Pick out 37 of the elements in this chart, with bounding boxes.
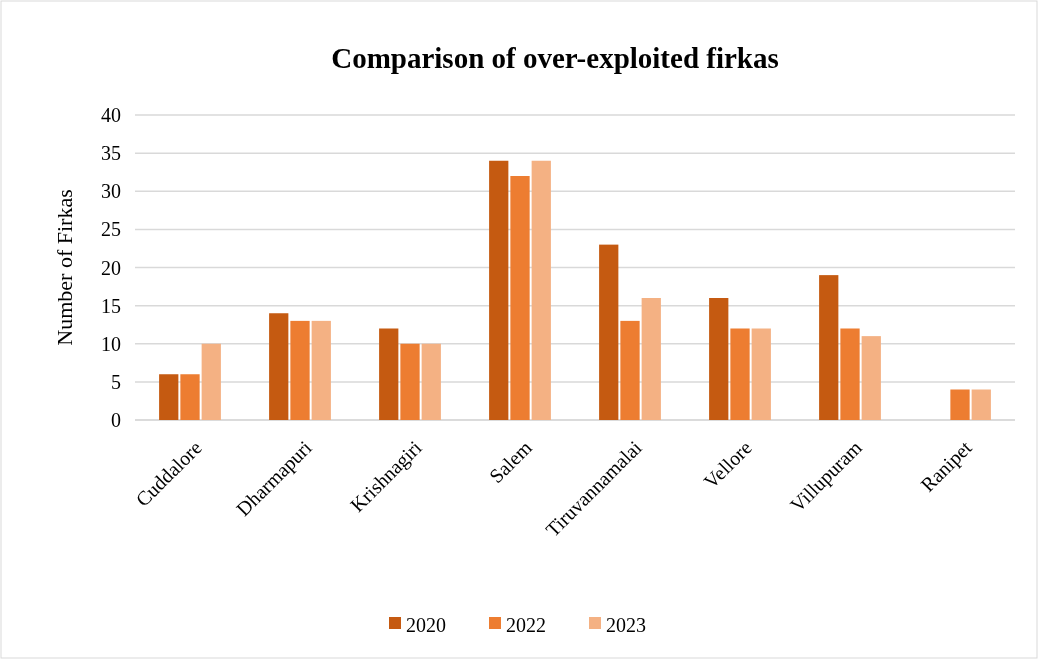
y-tick-label: 10 [101, 332, 121, 355]
bar [159, 374, 179, 420]
bar [489, 160, 509, 420]
bar [269, 313, 289, 420]
y-tick-label: 20 [101, 256, 121, 279]
bar [861, 336, 881, 420]
bar [421, 343, 441, 420]
bar [751, 328, 771, 420]
bar [641, 298, 661, 420]
y-tick-label: 35 [101, 142, 121, 165]
y-tick-label: 30 [101, 180, 121, 203]
y-axis-title: Number of Firkas [52, 189, 77, 346]
bar [201, 343, 221, 420]
y-tick-label: 40 [101, 104, 121, 126]
y-tick-label: 15 [101, 294, 121, 317]
bar [531, 160, 551, 420]
bar [950, 389, 970, 420]
bar [709, 298, 729, 420]
bar [510, 176, 530, 420]
y-tick-label: 5 [111, 370, 121, 393]
bar [379, 328, 399, 420]
bar [971, 389, 991, 420]
legend-label: 2022 [506, 614, 546, 636]
legend-label: 2023 [606, 614, 646, 636]
bar [400, 343, 420, 420]
y-tick-label: 25 [101, 218, 121, 241]
bar [730, 328, 750, 420]
bar [290, 320, 310, 420]
bar [840, 328, 860, 420]
y-tick-label: 0 [111, 409, 121, 431]
bar [180, 374, 200, 420]
chart-title: Comparison of over-exploited firkas [331, 42, 779, 74]
bar [311, 320, 331, 420]
bar [620, 320, 640, 420]
legend-label: 2020 [406, 614, 446, 636]
bar [599, 244, 619, 420]
bar [819, 275, 839, 420]
